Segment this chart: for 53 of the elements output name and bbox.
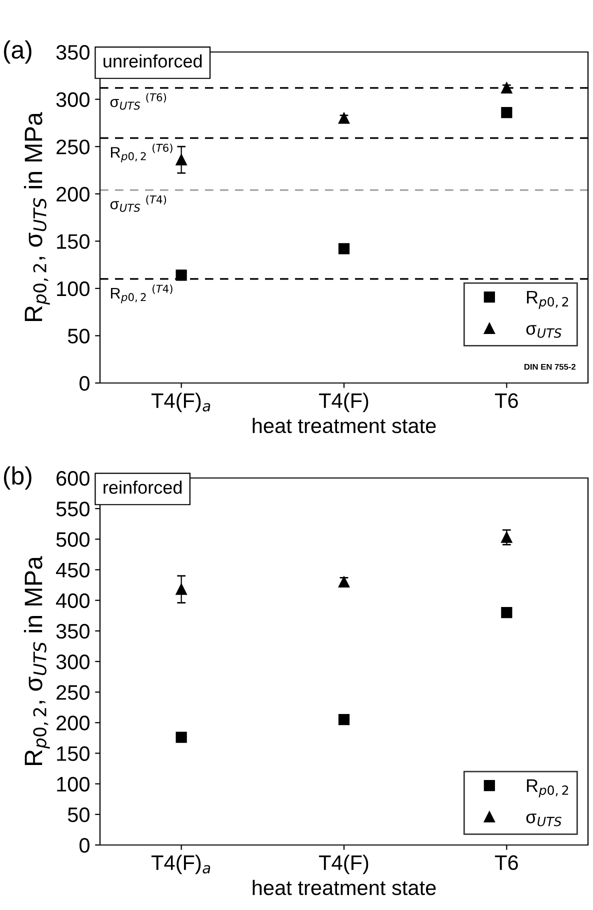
legend-label: σ$_{UTS}$ bbox=[526, 325, 562, 338]
y-axis-title: R$_{p0,2}$, σ$_{UTS}$ in MPa bbox=[24, 556, 50, 765]
y-tick-label: 200 bbox=[56, 716, 90, 730]
legend-label: R$_{p0,2}$ bbox=[527, 290, 568, 309]
y-tick-label: 200 bbox=[56, 186, 90, 202]
y-tick-label: 500 bbox=[56, 532, 90, 547]
ref-line-label: σ$_{UTS}$ $^{(T6)}$ bbox=[110, 93, 166, 110]
point bbox=[338, 576, 350, 588]
y-axis-title: R$_{p0,2}$, σ$_{UTS}$ in MPa bbox=[24, 112, 50, 321]
point bbox=[338, 714, 350, 726]
chart-title: (b) bbox=[4, 466, 32, 490]
y-tick-label: 350 bbox=[56, 45, 90, 60]
ref-line-label: R$_{p0,2}$ $^{(T4)}$ bbox=[111, 284, 172, 304]
ref-line-label: R$_{p0,2}$ $^{(T6)}$ bbox=[111, 144, 172, 162]
annotation: unreinforced bbox=[104, 54, 202, 68]
legend-label: σ$_{UTS}$ bbox=[526, 814, 562, 826]
y-tick-label: 0 bbox=[80, 838, 90, 853]
y-tick-label: 50 bbox=[68, 807, 90, 822]
y-tick-label: 400 bbox=[56, 593, 90, 608]
y-tick-label: 550 bbox=[56, 502, 90, 516]
point bbox=[176, 732, 187, 743]
x-tick-label: T4(F) bbox=[319, 392, 368, 412]
point bbox=[176, 584, 187, 595]
legend-label: R$_{p0,2}$ bbox=[527, 779, 568, 798]
y-tick-label: 600 bbox=[56, 471, 90, 486]
y-tick-label: 150 bbox=[57, 746, 90, 762]
y-tick-label: 250 bbox=[56, 140, 90, 154]
x-tick-label: T4(F) bbox=[319, 854, 368, 874]
x-tick-label: T6 bbox=[494, 393, 518, 408]
y-tick-label: 150 bbox=[57, 234, 90, 249]
x-axis-title: heat treatment state bbox=[252, 880, 436, 896]
x-tick-label: T4(F)$_{a}$ bbox=[151, 854, 210, 874]
x-axis-title: heat treatment state bbox=[252, 418, 436, 434]
y-tick-label: 300 bbox=[56, 654, 90, 670]
annotation: DIN EN 755-2 bbox=[524, 364, 576, 370]
x-tick-label: T6 bbox=[494, 855, 518, 870]
y-tick-label: 100 bbox=[57, 281, 90, 296]
point bbox=[501, 607, 512, 618]
annotation: reinforced bbox=[104, 480, 182, 494]
y-tick-label: 0 bbox=[80, 376, 90, 391]
point bbox=[501, 106, 512, 118]
chart-title: (a) bbox=[4, 40, 32, 64]
y-tick-label: 450 bbox=[56, 562, 90, 578]
y-tick-label: 350 bbox=[56, 624, 90, 639]
y-tick-label: 250 bbox=[56, 685, 90, 700]
y-tick-label: 300 bbox=[56, 92, 90, 108]
point bbox=[176, 154, 187, 166]
point bbox=[338, 243, 350, 254]
y-tick-label: 100 bbox=[57, 776, 90, 792]
point bbox=[501, 532, 512, 543]
ref-line-label: σ$_{UTS}$ $^{(T4)}$ bbox=[110, 195, 166, 212]
x-tick-label: T4(F)$_{a}$ bbox=[151, 392, 210, 412]
y-tick-label: 50 bbox=[68, 328, 90, 344]
